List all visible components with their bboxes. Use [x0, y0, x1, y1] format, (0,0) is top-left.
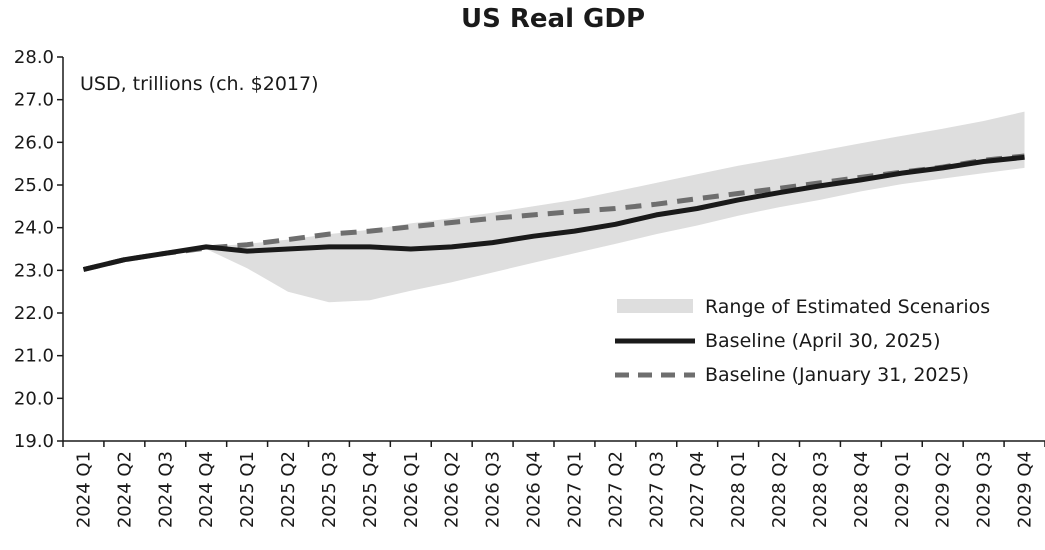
- x-tick-label: 2029 Q3: [974, 451, 995, 528]
- x-tick-label: 2026 Q1: [401, 451, 422, 528]
- y-tick-label: 20.0: [14, 388, 54, 409]
- x-tick-label: 2026 Q3: [483, 451, 504, 528]
- y-tick-label: 19.0: [14, 431, 54, 452]
- y-tick-label: 24.0: [14, 218, 54, 239]
- x-tick-label: 2025 Q2: [278, 451, 299, 528]
- x-tick-label: 2024 Q1: [73, 451, 94, 528]
- y-axis-unit-label: USD, trillions (ch. $2017): [80, 73, 319, 95]
- x-tick-label: 2028 Q1: [728, 451, 749, 528]
- x-ticks: 2024 Q1 2024 Q2 2024 Q3 2024 Q4 2025 Q1 2025 …: [62, 441, 1045, 528]
- chart-title: US Real GDP: [461, 4, 645, 34]
- series-lines-layer: [82, 153, 1025, 272]
- y-tick-label: 22.0: [14, 303, 54, 324]
- series-line-baseline-april: [82, 154, 1025, 272]
- x-tick-label: 2027 Q4: [687, 451, 708, 528]
- legend-label-baseline-january: Baseline (January 31, 2025): [705, 364, 969, 386]
- y-tick-label: 27.0: [14, 90, 54, 111]
- y-tick-label: 25.0: [14, 175, 54, 196]
- x-tick-label: 2025 Q3: [319, 451, 340, 528]
- legend-label-baseline-april: Baseline (April 30, 2025): [705, 330, 941, 352]
- x-tick-label: 2026 Q2: [442, 451, 463, 528]
- x-tick-label: 2027 Q1: [564, 451, 585, 528]
- y-tick-label: 26.0: [14, 132, 54, 153]
- x-tick-label: 2024 Q4: [196, 451, 217, 528]
- x-tick-label: 2027 Q2: [605, 451, 626, 528]
- y-tick-label: 21.0: [14, 346, 54, 367]
- x-tick-label: 2029 Q1: [892, 451, 913, 528]
- y-tick-label: 28.0: [14, 47, 54, 68]
- x-tick-label: 2024 Q3: [155, 451, 176, 528]
- x-tick-label: 2024 Q2: [114, 451, 135, 528]
- x-tick-label: 2025 Q4: [360, 451, 381, 528]
- x-tick-label: 2028 Q4: [851, 451, 872, 528]
- y-tick-label: 23.0: [14, 260, 54, 281]
- x-tick-label: 2029 Q2: [933, 451, 954, 528]
- x-tick-label: 2028 Q2: [769, 451, 790, 528]
- legend-label-range: Range of Estimated Scenarios: [705, 296, 990, 318]
- y-ticks: 28.0 27.0 26.0 25.0 24.0 23.0 22.0 21.0 20.0 19.0: [14, 47, 63, 452]
- x-tick-label: 2025 Q1: [237, 451, 258, 528]
- x-tick-label: 2026 Q4: [524, 451, 545, 528]
- legend-swatch-range: [617, 299, 693, 313]
- x-tick-label: 2028 Q3: [810, 451, 831, 528]
- x-tick-label: 2027 Q3: [646, 451, 667, 528]
- x-tick-label: 2029 Q4: [1015, 451, 1036, 528]
- legend: Range of Estimated Scenarios Baseline (A…: [615, 296, 990, 386]
